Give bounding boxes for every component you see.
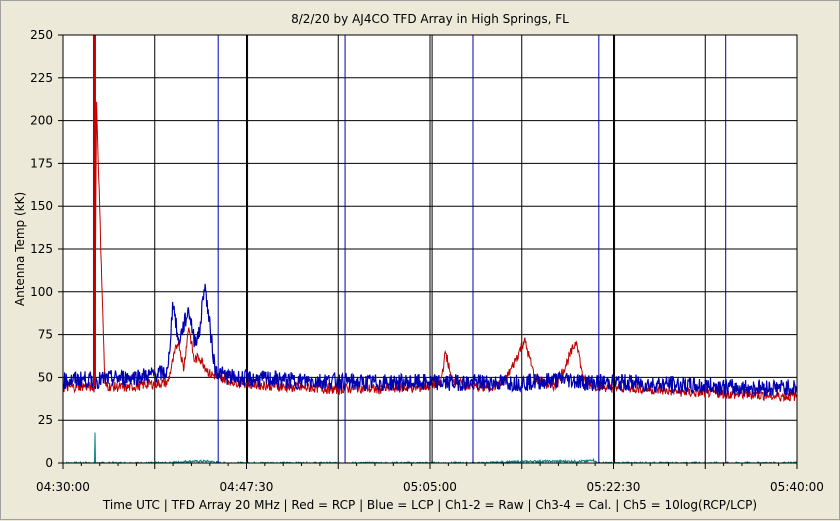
x-tick-label: 05:40:00 bbox=[770, 480, 824, 494]
y-tick-label: 225 bbox=[30, 71, 53, 85]
y-axis: 0 25 50 75 100 125 150 175 200 225 250 bbox=[30, 28, 63, 470]
y-tick-label: 75 bbox=[38, 328, 53, 342]
x-tick-label: 04:47:30 bbox=[220, 480, 274, 494]
vertical-markers bbox=[92, 35, 727, 463]
chart-title: 8/2/20 by AJ4CO TFD Array in High Spring… bbox=[291, 12, 569, 26]
y-axis-label: Antenna Temp (kK) bbox=[13, 192, 27, 306]
x-axis: 04:30:00 04:47:30 05:05:00 05:22:30 05:40:00 bbox=[36, 463, 824, 494]
x-tick-label: 04:30:00 bbox=[36, 480, 90, 494]
series-line-lcp bbox=[62, 283, 798, 398]
y-tick-label: 250 bbox=[30, 28, 53, 42]
x-tick-label: 05:05:00 bbox=[403, 480, 457, 494]
y-tick-label: 50 bbox=[38, 370, 53, 384]
y-tick-label: 0 bbox=[45, 456, 53, 470]
y-tick-label: 125 bbox=[30, 242, 53, 256]
y-tick-label: 200 bbox=[30, 114, 53, 128]
y-tick-label: 25 bbox=[38, 413, 53, 427]
y-tick-label: 175 bbox=[30, 156, 53, 170]
x-axis-label: Time UTC | TFD Array 20 MHz | Red = RCP … bbox=[102, 498, 757, 512]
x-tick-label: 05:22:30 bbox=[587, 480, 641, 494]
y-tick-label: 100 bbox=[30, 285, 53, 299]
y-tick-label: 150 bbox=[30, 199, 53, 213]
